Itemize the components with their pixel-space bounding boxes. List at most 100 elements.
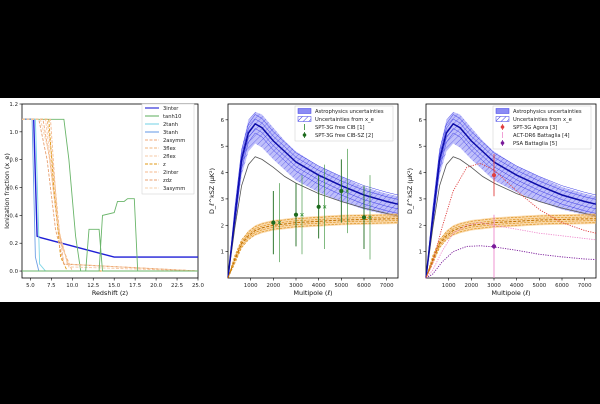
x-tick-label: 6000: [357, 283, 371, 289]
x-tick-label: 7000: [380, 283, 394, 289]
legend-label: 3tanh: [163, 130, 178, 136]
legend-label: tanh10: [163, 114, 181, 120]
y-tick-label: 6: [419, 118, 423, 124]
x-tick-label: 2000: [464, 283, 478, 289]
y-tick-label: 5: [221, 144, 224, 150]
y-tick-label: 5: [419, 144, 422, 150]
legend-label: SPT-3G Agora [3]: [513, 125, 557, 131]
xe-hatch-band: [228, 111, 398, 279]
legend-label: 3asymm: [163, 186, 185, 192]
legend-label: SPT-3G free CIB [1]: [315, 125, 365, 131]
x-tick-label: 12.5: [87, 283, 99, 289]
legend-swatch: [297, 108, 312, 114]
orange-model-line: [425, 214, 597, 279]
x-tick-label: 15.0: [108, 283, 121, 289]
legend-label: 3inter: [163, 106, 179, 112]
x-axis-label: Multipole (ℓ): [294, 289, 333, 297]
x-tick-label: 25.0: [192, 283, 205, 289]
blue-model-line: [227, 128, 399, 279]
x-tick-label: 20.0: [150, 283, 163, 289]
y-tick-label: 0.2: [9, 241, 18, 247]
orange-model-line: [425, 216, 597, 279]
template-line: [425, 222, 597, 279]
x-tick-label: 6000: [555, 283, 569, 289]
plot-frame: [227, 103, 399, 279]
blue-central-line: [227, 122, 399, 279]
x-tick-label: 3000: [487, 283, 501, 289]
template-line: [425, 162, 597, 279]
data-point: [316, 204, 321, 209]
x-tick-label: 1000: [244, 283, 258, 289]
y-tick-label: 3: [419, 197, 422, 203]
legend-box: [492, 105, 592, 150]
xe-hatch-band: [426, 111, 596, 279]
data-point-x: [277, 220, 282, 225]
blue-model-line: [227, 118, 399, 279]
data-point: [491, 244, 497, 249]
orange-model-line: [425, 222, 597, 279]
orange-model-line: [425, 220, 597, 279]
orange-central-line: [425, 218, 597, 279]
blue-model-line: [425, 132, 597, 279]
x-tick-label: 1000: [442, 283, 456, 289]
x-tick-label: 2000: [266, 283, 280, 289]
x-tick-label: 5000: [334, 283, 348, 289]
legend-label: PSA Battaglia [5]: [513, 141, 557, 147]
legend-label: ACT-DR6 Battaglia [4]: [513, 133, 570, 139]
legend-label: SPT-3G free CIB-SZ [2]: [315, 133, 373, 139]
blue-model-line: [227, 132, 399, 279]
y-tick-label: 6: [221, 118, 225, 124]
y-tick-label: 0.0: [9, 269, 18, 275]
x-tick-label: 3000: [289, 283, 303, 289]
x-tick-label: 10.0: [66, 283, 79, 289]
ionization-history-panel: 5.0 7.5 10.0 12.5 15.0 17.5 20.0 22.5 25.0 0.0 0.2…: [3, 102, 205, 297]
legend-box: [294, 105, 394, 142]
blue-model-line: [425, 128, 597, 279]
legend-box: [141, 103, 195, 195]
legend-label: 2tanh: [163, 122, 178, 128]
legend-label: zdz: [163, 178, 172, 184]
data-point: [491, 173, 497, 178]
blue-model-line: [425, 114, 597, 279]
legend-swatch: [495, 116, 510, 122]
orange-band: [426, 213, 596, 278]
data-point-x: [368, 215, 372, 220]
y-tick-label: 4: [419, 171, 423, 177]
plot-frame: [425, 103, 597, 279]
legend-label: z: [163, 162, 166, 168]
x-tick-label: 7000: [578, 283, 592, 289]
blue-model-line: [227, 114, 399, 279]
data-point: [339, 188, 344, 194]
x-tick-label: 17.5: [129, 283, 141, 289]
y-tick-label: 3: [221, 197, 224, 203]
legend-label: Uncertainties from x_e: [315, 117, 374, 123]
legend-swatch: [500, 141, 505, 145]
legend-label: 2asymm: [163, 138, 185, 144]
x-axis-label: Multipole (ℓ): [492, 289, 531, 297]
legend-swatch: [297, 116, 312, 122]
series-line-3asymm: [22, 118, 199, 272]
orange-model-line: [227, 220, 399, 279]
x-tick-label: 5.0: [26, 283, 35, 289]
data-point-x: [345, 189, 350, 193]
legend-swatch: [495, 108, 510, 114]
orange-model-line: [227, 222, 399, 279]
orange-band: [228, 213, 398, 278]
reference-model-line: [227, 156, 399, 279]
y-tick-label: 4: [221, 171, 225, 177]
legend: Astrophysics uncertainties Uncertainties …: [492, 105, 592, 150]
x-tick-label: 22.5: [171, 283, 183, 289]
y-tick-label: 1: [419, 250, 422, 256]
y-tick-label: 1.0: [9, 130, 18, 136]
legend-label: Astrophysics uncertainties: [513, 109, 582, 115]
orange-central-line: [227, 218, 399, 279]
data-point: [361, 215, 367, 220]
data-point: [271, 220, 276, 225]
legend-label: Astrophysics uncertainties: [315, 109, 384, 115]
blue-model-line: [425, 118, 597, 279]
reference-model-line: [425, 156, 597, 279]
x-tick-label: 5000: [532, 283, 546, 289]
y-tick-label: 0.6: [9, 186, 18, 192]
